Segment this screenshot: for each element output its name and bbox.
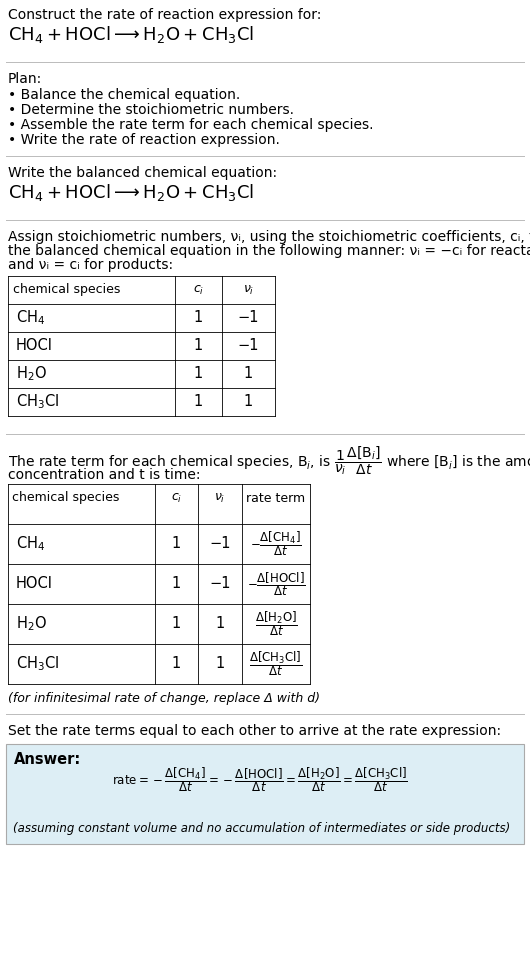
Text: • Determine the stoichiometric numbers.: • Determine the stoichiometric numbers. bbox=[8, 103, 294, 117]
Text: $\mathrm{CH_4 + HOCl \longrightarrow H_2O + CH_3Cl}$: $\mathrm{CH_4 + HOCl \longrightarrow H_2… bbox=[8, 182, 254, 203]
Text: 1: 1 bbox=[215, 657, 225, 671]
Text: and νᵢ = cᵢ for products:: and νᵢ = cᵢ for products: bbox=[8, 258, 173, 272]
Text: HOCl: HOCl bbox=[16, 339, 53, 353]
Text: −1: −1 bbox=[238, 339, 259, 353]
Text: 1: 1 bbox=[194, 367, 203, 382]
Text: $\mathrm{H_2O}$: $\mathrm{H_2O}$ bbox=[16, 615, 47, 633]
Text: The rate term for each chemical species, B$_i$, is $\dfrac{1}{\nu_i}\dfrac{\Delt: The rate term for each chemical species,… bbox=[8, 444, 530, 476]
Text: $\nu_i$: $\nu_i$ bbox=[214, 492, 226, 505]
Text: Assign stoichiometric numbers, νᵢ, using the stoichiometric coefficients, cᵢ, fr: Assign stoichiometric numbers, νᵢ, using… bbox=[8, 230, 530, 244]
Text: Plan:: Plan: bbox=[8, 72, 42, 86]
Text: $-\dfrac{\Delta[\mathrm{HOCl}]}{\Delta t}$: $-\dfrac{\Delta[\mathrm{HOCl}]}{\Delta t… bbox=[246, 570, 305, 598]
Text: Construct the rate of reaction expression for:: Construct the rate of reaction expressio… bbox=[8, 8, 321, 22]
Text: (assuming constant volume and no accumulation of intermediates or side products): (assuming constant volume and no accumul… bbox=[13, 822, 510, 835]
Text: $\mathrm{CH_3Cl}$: $\mathrm{CH_3Cl}$ bbox=[16, 655, 59, 673]
Text: 1: 1 bbox=[194, 339, 203, 353]
Text: $\mathrm{CH_4 + HOCl \longrightarrow H_2O + CH_3Cl}$: $\mathrm{CH_4 + HOCl \longrightarrow H_2… bbox=[8, 24, 254, 45]
Text: • Balance the chemical equation.: • Balance the chemical equation. bbox=[8, 88, 240, 102]
Text: 1: 1 bbox=[194, 310, 203, 326]
Text: • Write the rate of reaction expression.: • Write the rate of reaction expression. bbox=[8, 133, 280, 147]
Text: (for infinitesimal rate of change, replace Δ with d): (for infinitesimal rate of change, repla… bbox=[8, 692, 320, 705]
Text: $\nu_i$: $\nu_i$ bbox=[243, 283, 254, 297]
Text: 1: 1 bbox=[244, 394, 253, 410]
Text: chemical species: chemical species bbox=[12, 492, 119, 505]
Text: Set the rate terms equal to each other to arrive at the rate expression:: Set the rate terms equal to each other t… bbox=[8, 724, 501, 738]
Text: 1: 1 bbox=[172, 577, 181, 591]
Text: −1: −1 bbox=[238, 310, 259, 326]
Text: $\mathrm{rate} = -\dfrac{\Delta[\mathrm{CH_4}]}{\Delta t} = -\dfrac{\Delta[\math: $\mathrm{rate} = -\dfrac{\Delta[\mathrm{… bbox=[112, 765, 408, 794]
Text: $c_i$: $c_i$ bbox=[171, 492, 182, 505]
Text: $\mathrm{CH_4}$: $\mathrm{CH_4}$ bbox=[16, 535, 45, 553]
Text: chemical species: chemical species bbox=[13, 283, 120, 297]
Text: 1: 1 bbox=[215, 617, 225, 631]
Text: 1: 1 bbox=[172, 657, 181, 671]
Text: 1: 1 bbox=[244, 367, 253, 382]
Text: rate term: rate term bbox=[246, 492, 306, 505]
Text: 1: 1 bbox=[172, 537, 181, 551]
Text: 1: 1 bbox=[194, 394, 203, 410]
Text: $\mathrm{CH_4}$: $\mathrm{CH_4}$ bbox=[16, 308, 45, 327]
Text: $-\dfrac{\Delta[\mathrm{CH_4}]}{\Delta t}$: $-\dfrac{\Delta[\mathrm{CH_4}]}{\Delta t… bbox=[250, 530, 302, 558]
Text: the balanced chemical equation in the following manner: νᵢ = −cᵢ for reactants: the balanced chemical equation in the fo… bbox=[8, 244, 530, 258]
Text: HOCl: HOCl bbox=[16, 577, 53, 591]
Text: 1: 1 bbox=[172, 617, 181, 631]
Text: −1: −1 bbox=[209, 577, 231, 591]
Text: −1: −1 bbox=[209, 537, 231, 551]
FancyBboxPatch shape bbox=[6, 744, 524, 844]
Text: Answer:: Answer: bbox=[14, 752, 81, 767]
Text: Write the balanced chemical equation:: Write the balanced chemical equation: bbox=[8, 166, 277, 180]
Text: $\dfrac{\Delta[\mathrm{CH_3Cl}]}{\Delta t}$: $\dfrac{\Delta[\mathrm{CH_3Cl}]}{\Delta … bbox=[249, 650, 303, 678]
Text: • Assemble the rate term for each chemical species.: • Assemble the rate term for each chemic… bbox=[8, 118, 374, 132]
Text: $\mathrm{H_2O}$: $\mathrm{H_2O}$ bbox=[16, 365, 47, 384]
Text: concentration and t is time:: concentration and t is time: bbox=[8, 468, 200, 482]
Text: $c_i$: $c_i$ bbox=[193, 283, 204, 297]
Text: $\mathrm{CH_3Cl}$: $\mathrm{CH_3Cl}$ bbox=[16, 392, 59, 411]
Text: $\dfrac{\Delta[\mathrm{H_2O}]}{\Delta t}$: $\dfrac{\Delta[\mathrm{H_2O}]}{\Delta t}… bbox=[254, 610, 297, 638]
